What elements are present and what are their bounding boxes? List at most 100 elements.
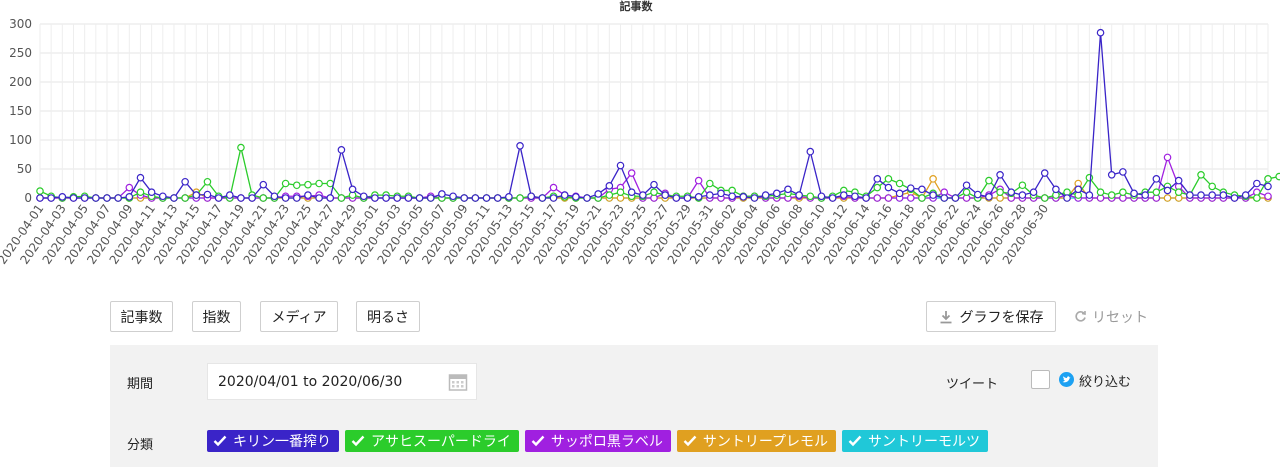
- series-point: [1040, 169, 1049, 177]
- series-point: [136, 173, 145, 182]
- series-point: [1275, 172, 1280, 181]
- series-point: [795, 191, 803, 199]
- series-point: [772, 189, 781, 198]
- category-tag-label: サントリーモルツ: [868, 434, 981, 450]
- index-button-label: 指数: [202, 309, 231, 326]
- series-point: [1264, 182, 1272, 191]
- series-point: [337, 146, 346, 154]
- series-point: [706, 179, 714, 188]
- series-point: [1007, 188, 1016, 197]
- check-icon: [351, 435, 365, 447]
- category-tag-label: サッポロ黒ラベル: [550, 434, 663, 450]
- series-point: [962, 181, 971, 190]
- category-tag-kirin[interactable]: キリン一番搾り: [207, 430, 339, 452]
- series-point: [315, 194, 323, 202]
- series-point: [549, 183, 558, 192]
- narrow-label[interactable]: 絞り込む: [1079, 375, 1132, 390]
- series-point: [92, 194, 100, 202]
- reset-button[interactable]: リセット: [1074, 301, 1148, 332]
- series-point: [304, 191, 312, 199]
- series-point: [125, 183, 134, 192]
- series-point: [1119, 168, 1127, 176]
- category-tag-sapporo[interactable]: サッポロ黒ラベル: [524, 430, 671, 452]
- series-point: [1107, 191, 1116, 199]
- series-point: [1063, 194, 1071, 202]
- series-point: [728, 192, 736, 201]
- save-graph-label: グラフを保存: [959, 309, 1044, 326]
- series-point: [627, 188, 636, 197]
- series-point: [616, 161, 625, 170]
- series-point: [1163, 194, 1172, 202]
- series-point: [281, 194, 290, 202]
- series-point: [114, 194, 122, 202]
- index-button[interactable]: 指数: [192, 301, 241, 332]
- series-point: [1174, 188, 1183, 197]
- series-point: [918, 194, 926, 202]
- series-point: [929, 175, 937, 183]
- check-icon: [531, 435, 545, 447]
- series-point: [1052, 185, 1060, 194]
- save-graph-button[interactable]: グラフを保存: [926, 301, 1056, 332]
- series-point: [125, 193, 134, 201]
- series-point: [170, 194, 178, 202]
- media-button[interactable]: メディア: [260, 301, 338, 332]
- series-point: [1208, 191, 1216, 199]
- series-point: [739, 193, 748, 201]
- series-point: [1253, 179, 1261, 188]
- series-point: [259, 194, 268, 202]
- series-point: [1208, 182, 1216, 191]
- series-point: [996, 188, 1004, 197]
- series-point: [237, 194, 245, 202]
- series-point: [482, 194, 491, 202]
- media-button-label: メディア: [271, 309, 327, 326]
- series-point: [594, 190, 602, 198]
- brightness-button[interactable]: 明るさ: [356, 301, 420, 332]
- series-point: [839, 191, 848, 199]
- series-point: [1074, 185, 1083, 194]
- check-icon: [683, 435, 697, 447]
- period-input[interactable]: 2020/04/01 to 2020/06/30: [207, 363, 477, 400]
- series-point: [750, 194, 759, 202]
- category-tag-premol[interactable]: サントリープレモル: [676, 430, 837, 452]
- series-point: [47, 194, 55, 202]
- article-count-button[interactable]: 記事数: [110, 301, 173, 332]
- series-point: [214, 194, 223, 202]
- period-label: 期間: [127, 377, 154, 392]
- category-tags: キリン一番搾り アサヒスーパードライ サッポロ黒ラベル サントリープレモル サン…: [207, 430, 989, 452]
- filter-panel: 期間 2020/04/01 to 2020/06/30 ツイート 絞り込む 分類…: [110, 345, 1158, 467]
- category-tag-label: サントリープレモル: [702, 434, 829, 450]
- series-point: [661, 191, 669, 199]
- twitter-icon: [1059, 372, 1074, 387]
- series-point: [895, 189, 904, 198]
- series-point: [962, 188, 971, 197]
- series-point: [884, 175, 893, 183]
- series-point: [650, 180, 658, 189]
- series-point: [694, 176, 703, 185]
- series-point: [1096, 28, 1105, 37]
- series-point: [438, 190, 446, 198]
- narrow-checkbox[interactable]: [1031, 370, 1050, 389]
- category-tag-asahi[interactable]: アサヒスーパードライ: [345, 430, 519, 452]
- series-point: [203, 190, 212, 199]
- category-tag-label: アサヒスーパードライ: [371, 434, 511, 450]
- category-label: 分類: [127, 438, 154, 453]
- chart-title: 記事数: [620, 0, 654, 13]
- series-point: [36, 187, 44, 195]
- series-point: [527, 192, 536, 201]
- series-point: [270, 192, 279, 201]
- series-point: [1018, 191, 1027, 199]
- reset-label: リセット: [1092, 309, 1148, 326]
- calendar-icon[interactable]: [448, 372, 468, 392]
- series-point: [583, 194, 591, 202]
- series-point: [985, 193, 993, 201]
- series-point: [717, 189, 725, 198]
- series-point: [1107, 171, 1116, 179]
- series-point: [918, 185, 926, 194]
- series-point: [873, 183, 882, 192]
- category-tag-malts[interactable]: サントリーモルツ: [842, 430, 989, 452]
- series-point: [192, 191, 201, 199]
- series-point: [1085, 173, 1094, 182]
- series-point: [706, 191, 714, 199]
- series-point: [951, 194, 960, 202]
